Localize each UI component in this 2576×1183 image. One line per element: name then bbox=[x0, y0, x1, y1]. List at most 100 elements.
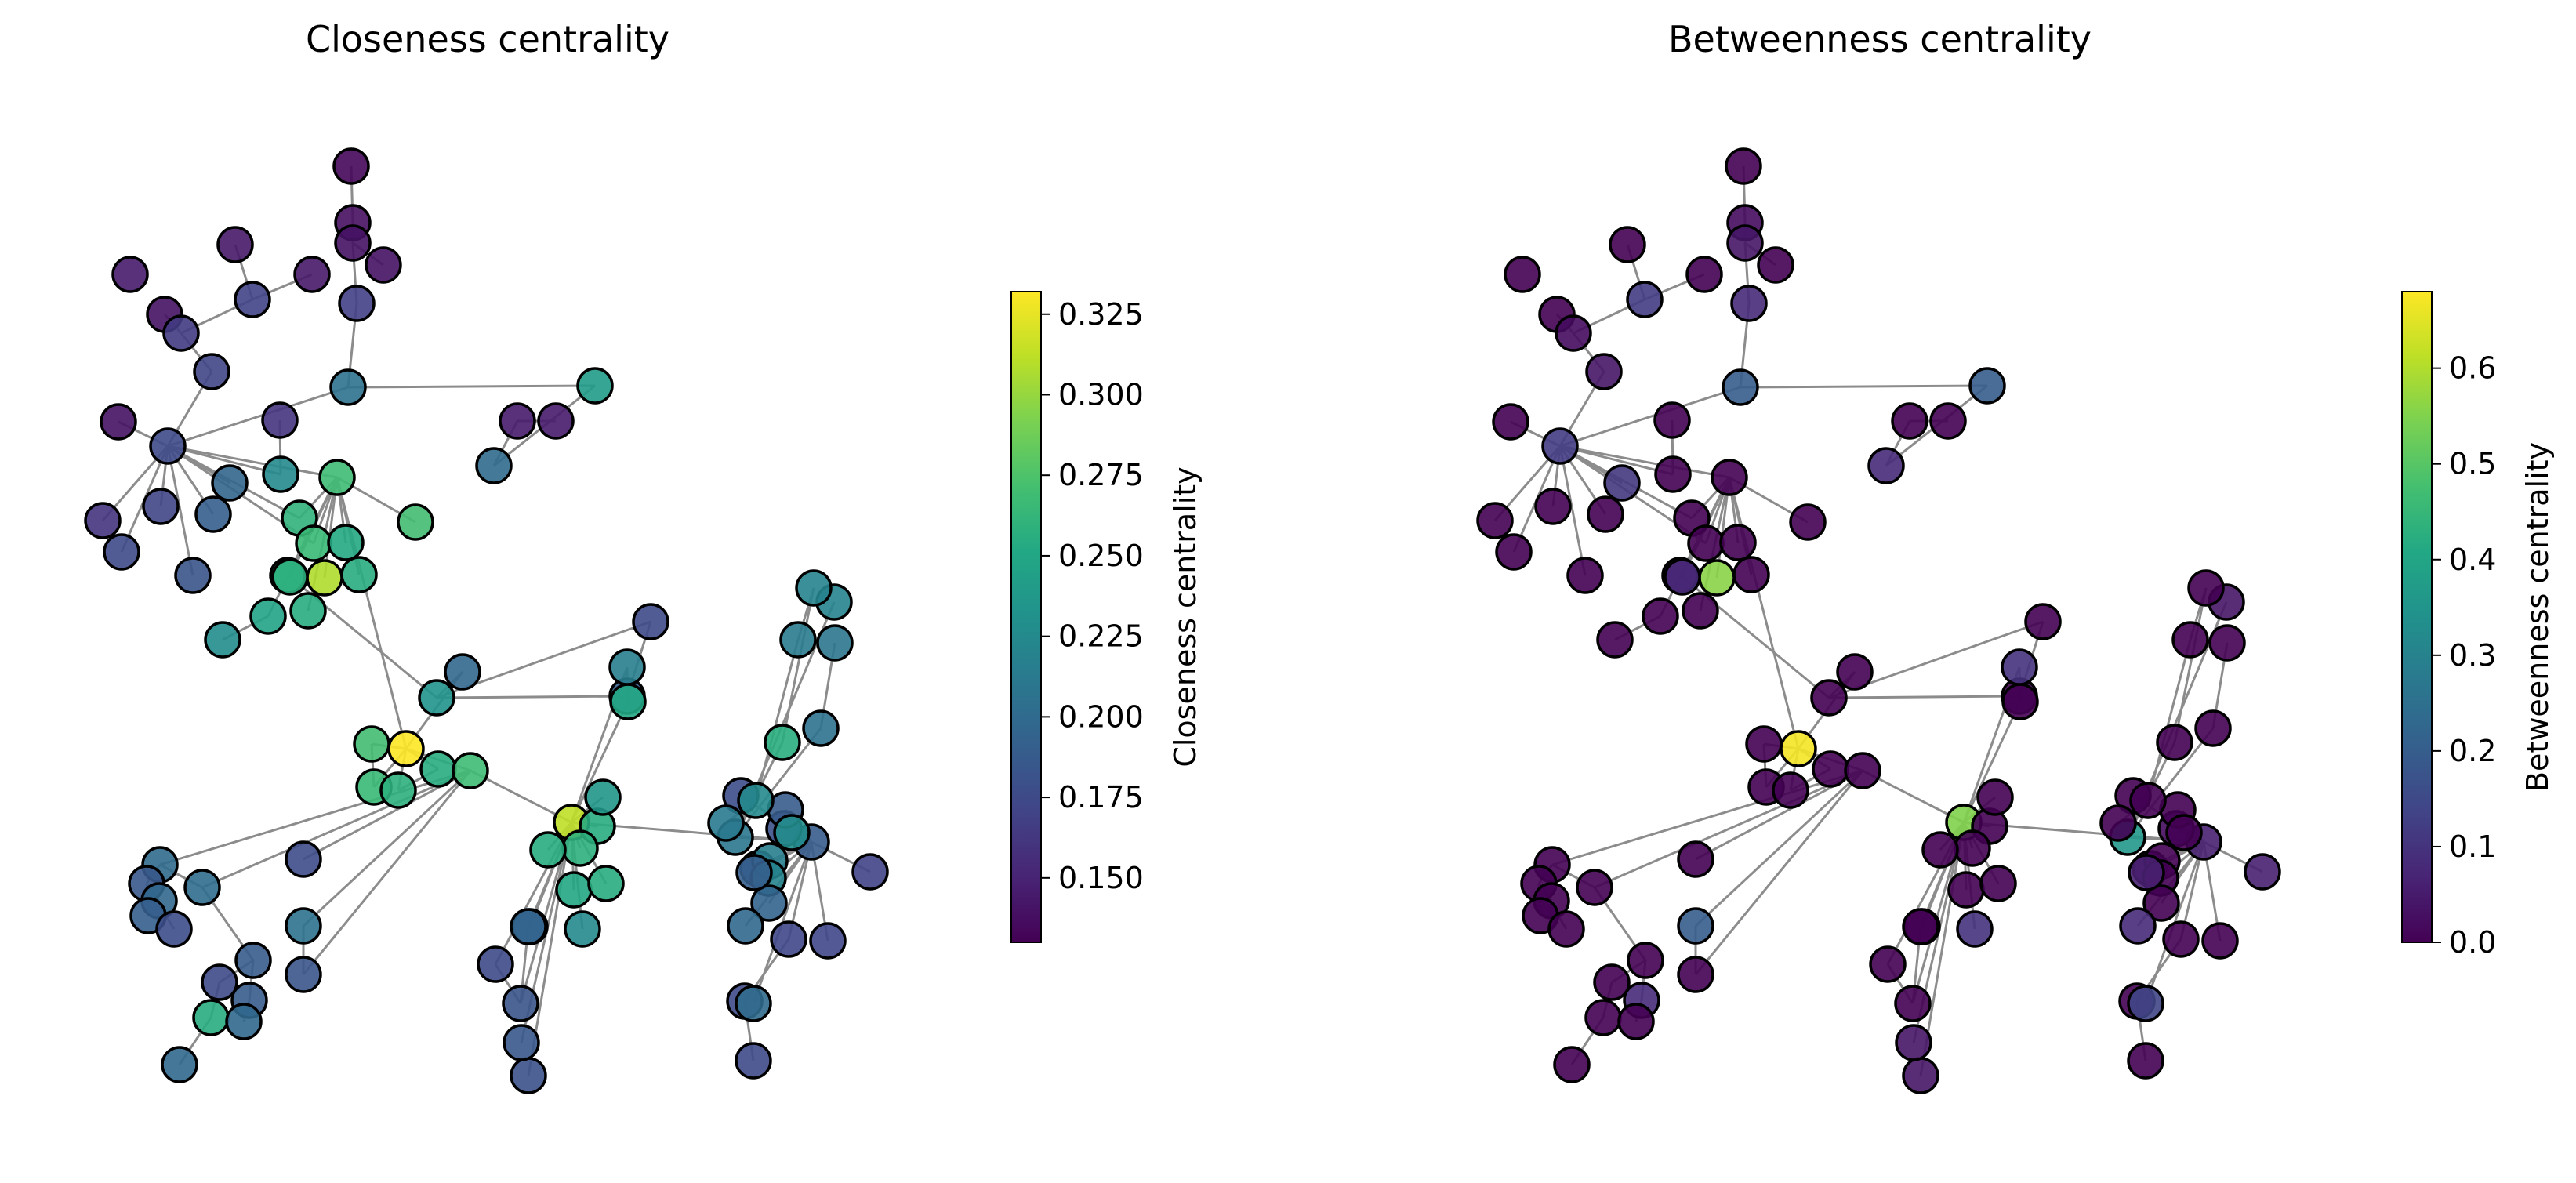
betweenness-node bbox=[1789, 503, 1827, 541]
closeness-node bbox=[293, 256, 331, 293]
closeness-node bbox=[707, 804, 745, 842]
betweenness-node bbox=[1869, 945, 1907, 983]
betweenness-edge bbox=[1828, 695, 2020, 699]
closeness-node bbox=[537, 402, 575, 440]
betweenness-node bbox=[1836, 653, 1874, 691]
betweenness-edge bbox=[1694, 770, 1864, 975]
closeness-edge bbox=[201, 769, 471, 889]
closeness-node bbox=[773, 814, 811, 851]
closeness-node bbox=[338, 285, 376, 322]
betweenness-node bbox=[1555, 314, 1592, 352]
closeness-node bbox=[100, 403, 137, 441]
betweenness-edge bbox=[1694, 769, 1864, 927]
closeness-node bbox=[183, 869, 221, 906]
betweenness-title: Betweenness centrality bbox=[1668, 18, 2092, 60]
betweenness-node bbox=[1902, 1057, 1939, 1094]
betweenness-node bbox=[1584, 999, 1622, 1036]
betweenness-node bbox=[2194, 709, 2232, 747]
betweenness-node bbox=[2208, 624, 2246, 662]
betweenness-colorbar-tick-label: 0.6 bbox=[2449, 351, 2496, 386]
closeness-edge bbox=[336, 477, 408, 749]
closeness-node bbox=[204, 621, 241, 659]
betweenness-node bbox=[2119, 907, 2157, 945]
closeness-edge bbox=[302, 770, 472, 975]
closeness-node bbox=[452, 752, 489, 789]
betweenness-node bbox=[1730, 285, 1768, 322]
betweenness-node bbox=[1585, 353, 1623, 390]
closeness-node bbox=[387, 730, 425, 767]
betweenness-panel: Betweenness centrality 0.00.10.20.30.40.… bbox=[1476, 18, 2555, 1094]
closeness-node bbox=[111, 256, 149, 293]
betweenness-edge bbox=[1594, 769, 1863, 889]
closeness-node bbox=[271, 558, 309, 596]
closeness-node bbox=[365, 246, 402, 284]
closeness-colorbar: 0.150 0.175 0.200 0.225 0.250 0.275 0.300 0.325… bbox=[1010, 291, 1203, 943]
betweenness-node bbox=[2127, 1042, 2164, 1080]
closeness-colorbar-tick-label: 0.325 bbox=[1058, 297, 1144, 332]
closeness-node bbox=[561, 829, 599, 867]
closeness-node bbox=[477, 945, 514, 983]
closeness-edge bbox=[754, 639, 800, 801]
closeness-colorbar-tick-label: 0.150 bbox=[1058, 861, 1144, 895]
closeness-node bbox=[249, 597, 287, 635]
closeness-colorbar-tick-label: 0.225 bbox=[1058, 619, 1144, 654]
betweenness-colorbar-tick-label: 0.3 bbox=[2449, 638, 2496, 673]
betweenness-colorbar-tick-label: 0.2 bbox=[2449, 734, 2496, 768]
betweenness-node bbox=[2099, 804, 2137, 842]
betweenness-edge bbox=[1551, 769, 1863, 866]
closeness-colorbar-tick-label: 0.175 bbox=[1058, 780, 1144, 815]
betweenness-node bbox=[1677, 956, 1714, 993]
betweenness-node bbox=[1627, 942, 1664, 979]
closeness-node bbox=[499, 402, 536, 440]
closeness-node bbox=[379, 771, 417, 809]
betweenness-colorbar-tick-label: 0.5 bbox=[2449, 447, 2496, 481]
closeness-node bbox=[353, 725, 390, 763]
betweenness-edge bbox=[2146, 639, 2192, 801]
closeness-node bbox=[192, 999, 230, 1036]
betweenness-nodes bbox=[1476, 147, 2281, 1094]
betweenness-node bbox=[1677, 907, 1714, 945]
closeness-colorbar-ticks: 0.150 0.175 0.200 0.225 0.250 0.275 0.300 0.325 bbox=[1041, 297, 1144, 895]
betweenness-node bbox=[1726, 224, 1764, 262]
betweenness-node bbox=[1921, 831, 1959, 869]
betweenness-node bbox=[1979, 865, 2017, 902]
betweenness-node bbox=[2129, 782, 2167, 819]
closeness-nodes bbox=[84, 147, 889, 1094]
closeness-edge bbox=[570, 701, 629, 823]
betweenness-colorbar-ticks: 0.0 0.1 0.2 0.3 0.4 0.5 0.6 bbox=[2432, 351, 2496, 960]
closeness-node bbox=[770, 920, 807, 958]
betweenness-node bbox=[2187, 569, 2225, 607]
closeness-node bbox=[503, 1024, 540, 1061]
betweenness-colorbar-tick-label: 0.4 bbox=[2449, 543, 2496, 577]
closeness-node bbox=[737, 782, 775, 819]
betweenness-node bbox=[2001, 648, 2038, 686]
betweenness-edge bbox=[2173, 587, 2208, 743]
betweenness-edge bbox=[1962, 701, 2022, 823]
closeness-node bbox=[329, 368, 367, 406]
closeness-edge bbox=[167, 445, 338, 479]
closeness-node bbox=[295, 524, 332, 562]
betweenness-node bbox=[1654, 455, 1692, 493]
betweenness-node bbox=[1722, 368, 1759, 406]
betweenness-colorbar-gradient bbox=[2401, 291, 2433, 943]
betweenness-node bbox=[1576, 869, 1613, 906]
betweenness-node bbox=[1596, 621, 1634, 659]
closeness-node bbox=[285, 907, 322, 945]
betweenness-edge bbox=[1558, 445, 1587, 576]
closeness-node bbox=[193, 353, 230, 390]
betweenness-node bbox=[1677, 840, 1714, 878]
closeness-node bbox=[587, 865, 625, 902]
betweenness-node bbox=[1609, 226, 1646, 263]
closeness-node bbox=[750, 884, 788, 922]
closeness-node bbox=[555, 871, 593, 909]
betweenness-node bbox=[1719, 524, 1757, 561]
closeness-node bbox=[234, 942, 272, 979]
betweenness-edge bbox=[1728, 477, 1800, 749]
betweenness-node bbox=[1687, 524, 1725, 562]
betweenness-node bbox=[1492, 403, 1529, 441]
betweenness-node bbox=[1642, 597, 1679, 635]
closeness-edge bbox=[167, 386, 349, 448]
closeness-colorbar-tick-label: 0.275 bbox=[1058, 458, 1144, 492]
betweenness-node bbox=[1976, 778, 2014, 816]
betweenness-node bbox=[1812, 750, 1849, 788]
